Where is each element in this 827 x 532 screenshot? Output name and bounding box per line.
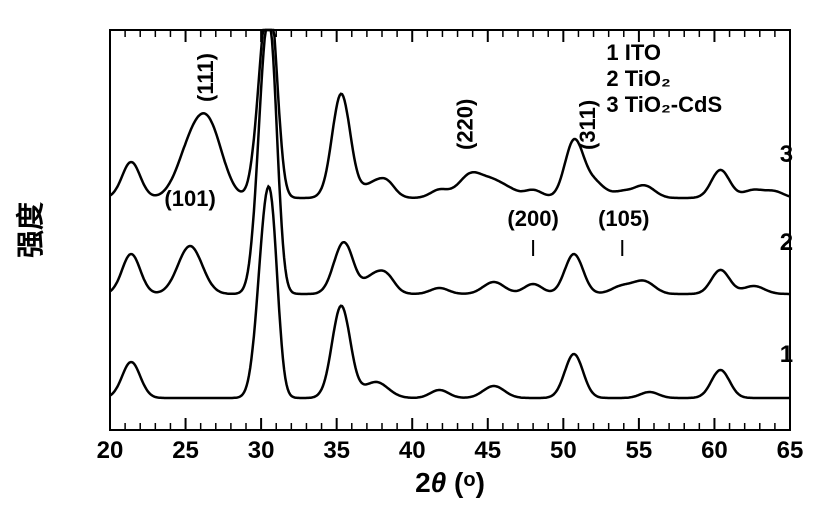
trace-label: 1 [780, 341, 793, 368]
xtick-label: 25 [172, 437, 199, 464]
peak-label: (101) [164, 186, 215, 211]
xtick-label: 60 [701, 437, 728, 464]
legend-item: 2 TiO₂ [606, 66, 670, 91]
peak-label: (111) [193, 53, 218, 102]
legend-item: 1 ITO [606, 40, 661, 65]
xtick-label: 40 [399, 437, 426, 464]
xtick-label: 30 [248, 437, 275, 464]
x-axis-label: 2θ (o) [415, 467, 485, 498]
trace-label: 3 [780, 141, 793, 168]
xrd-trace-1 [110, 187, 789, 399]
peak-label: (105) [598, 206, 649, 231]
y-axis-label: 强度 [15, 202, 46, 258]
trace-label: 2 [780, 229, 793, 256]
xtick-label: 55 [626, 437, 653, 464]
peak-label: (200) [507, 206, 558, 231]
xtick-label: 45 [474, 437, 501, 464]
legend-item: 3 TiO₂-CdS [606, 92, 722, 117]
xtick-label: 20 [97, 437, 124, 464]
peak-label: (311) [575, 100, 600, 150]
xrd-svg: 20 25 30 35 40 45 50 55 60 65 2θ (o) 强度 (111) (101) (2… [0, 0, 827, 532]
xtick-label: 65 [777, 437, 804, 464]
xtick-label: 35 [323, 437, 350, 464]
peak-label: (220) [453, 99, 478, 150]
xrd-chart: 20 25 30 35 40 45 50 55 60 65 2θ (o) 强度 (111) (101) (2… [0, 0, 827, 532]
xtick-label: 50 [550, 437, 577, 464]
